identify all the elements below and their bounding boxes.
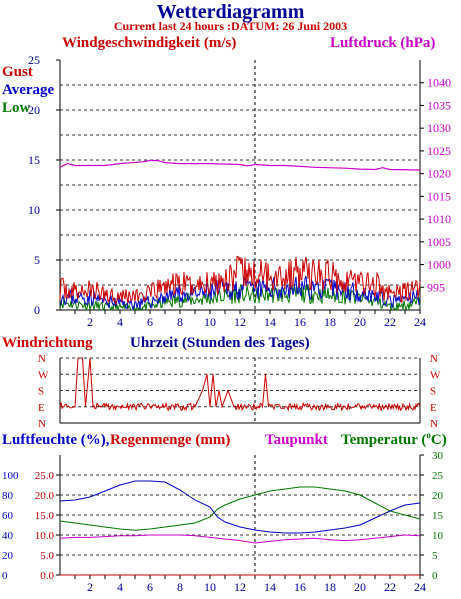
pressure-y-tick-label: 1005: [427, 235, 451, 249]
temperature-y-tick-label: 15: [432, 510, 444, 522]
wind-speed-panel-x-tick-label: 18: [324, 315, 336, 329]
wind-direction-y-label-right: N: [430, 418, 438, 430]
humidity-label: Luftfeuchte (%),: [2, 432, 110, 448]
humidity-y-tick-label: 20: [2, 550, 14, 562]
humidity-y-tick-label: 80: [2, 490, 14, 502]
climate-panel-x-tick-label: 8: [177, 580, 183, 594]
rain-y-tick-label: 0.0: [40, 570, 54, 582]
wind-speed-panel-x-tick-label: 10: [204, 315, 216, 329]
climate-panel-x-tick-label: 18: [324, 580, 336, 594]
pressure-series: [59, 159, 421, 171]
temperature-unit: C): [430, 432, 447, 448]
pressure-y-tick-label: 1035: [427, 98, 451, 112]
pressure-y-tick-label: 1040: [427, 76, 451, 90]
pressure-y-tick-label: 1010: [427, 212, 451, 226]
wind-direction-label: Windrichtung: [2, 335, 93, 351]
climate-panel-x-tick-label: 24: [414, 580, 426, 594]
temperature-label: Temperatur (oC): [341, 430, 447, 449]
wind-speed-panel-x-tick-label: 24: [414, 315, 426, 329]
wind-low-series: [59, 283, 421, 312]
wind-speed-y-tick-label: 0: [34, 303, 40, 317]
legend-average: Average: [2, 82, 55, 98]
wind-direction-y-label: E: [38, 402, 45, 414]
climate-panel-x-tick-label: 6: [147, 580, 153, 594]
page-title: Wetterdiagramm: [156, 1, 305, 23]
climate-panel-x-tick-label: 10: [204, 580, 216, 594]
wind-speed-label: Windgeschwindigkeit (m/s): [62, 35, 237, 51]
temperature-y-tick-label: 25: [432, 470, 444, 482]
page-subtitle: Current last 24 hours :DATUM: 26 Juni 20…: [113, 19, 348, 33]
wind-speed-y-tick-label: 25: [28, 53, 40, 67]
pressure-y-tick-label: 1015: [427, 189, 451, 203]
pressure-y-tick-label: 1030: [427, 121, 451, 135]
climate-panel-x-tick-label: 2: [87, 580, 93, 594]
pressure-y-tick-label: 1000: [427, 258, 451, 272]
pressure-label: Luftdruck (hPa): [330, 35, 436, 51]
climate-panel-x-tick-label: 20: [354, 580, 366, 594]
rain-y-tick-label: 25.0: [35, 470, 55, 482]
humidity-y-tick-label: 60: [2, 510, 14, 522]
temperature-label-text: Temperatur (: [341, 432, 427, 448]
wind-speed-panel-x-tick-label: 20: [354, 315, 366, 329]
rain-y-tick-label: 15.0: [35, 510, 55, 522]
dewpoint-series: [59, 534, 421, 544]
wind-direction-series: [59, 357, 421, 412]
wind-direction-y-label-right: N: [430, 353, 438, 365]
wind-direction-y-label: S: [38, 386, 44, 398]
temperature-y-tick-label: 20: [432, 490, 444, 502]
climate-panel-x-tick-label: 4: [117, 580, 123, 594]
temperature-y-tick-label: 10: [432, 530, 444, 542]
wind-speed-panel-frame: [59, 60, 421, 311]
wind-direction-y-label: N: [38, 353, 46, 365]
rain-y-tick-label: 20.0: [35, 490, 55, 502]
legend-low: Low: [2, 100, 31, 116]
rain-y-tick-label: 10.0: [35, 530, 55, 542]
wind-speed-y-tick-label: 10: [28, 203, 40, 217]
climate-panel-x-tick-label: 16: [294, 580, 306, 594]
wind-direction-y-label-right: E: [430, 402, 437, 414]
humidity-y-tick-label: 0: [2, 570, 8, 582]
rain-y-tick-label: 5.0: [40, 550, 54, 562]
legend-gust: Gust: [2, 64, 33, 80]
climate-panel-x-tick-label: 22: [384, 580, 396, 594]
wind-direction-y-label-right: S: [430, 386, 436, 398]
wind-speed-panel-x-tick-label: 6: [147, 315, 153, 329]
wind-speed-panel-x-tick-label: 8: [177, 315, 183, 329]
temperature-degree: o: [426, 430, 431, 440]
wind-gust-series: [59, 255, 421, 306]
climate-panel-frame: [59, 455, 421, 576]
temperature-y-tick-label: 30: [432, 450, 444, 462]
humidity-y-tick-label: 40: [2, 530, 14, 542]
wind-direction-y-label-right: W: [430, 369, 441, 381]
rain-label: Regenmenge (mm): [110, 432, 231, 448]
wind-direction-panel-frame: [59, 357, 421, 424]
wind-speed-panel-x-tick-label: 4: [117, 315, 123, 329]
wind-average-series: [59, 275, 421, 311]
climate-panel-x-tick-label: 12: [234, 580, 246, 594]
wind-speed-panel-x-tick-label: 14: [264, 315, 276, 329]
wind-direction-y-label: W: [38, 369, 49, 381]
wind-speed-panel-x-tick-label: 2: [87, 315, 93, 329]
wind-speed-y-tick-label: 15: [28, 153, 40, 167]
pressure-y-tick-label: 1020: [427, 167, 451, 181]
temperature-y-tick-label: 5: [432, 550, 438, 562]
wind-speed-panel-x-tick-label: 12: [234, 315, 246, 329]
temperature-series: [59, 486, 421, 531]
time-axis-label: Uhrzeit (Stunden des Tages): [130, 335, 310, 351]
wind-speed-panel-x-tick-label: 16: [294, 315, 306, 329]
humidity-y-tick-label: 100: [2, 470, 19, 482]
temperature-y-tick-label: 0: [432, 570, 438, 582]
wind-speed-y-tick-label: 20: [28, 103, 40, 117]
pressure-y-tick-label: 995: [427, 280, 445, 294]
wind-speed-panel-x-tick-label: 22: [384, 315, 396, 329]
dewpoint-label: Taupunkt: [265, 432, 328, 448]
climate-panel-x-tick-label: 14: [264, 580, 276, 594]
humidity-series: [59, 480, 421, 534]
pressure-y-tick-label: 1025: [427, 144, 451, 158]
wind-speed-y-tick-label: 5: [34, 253, 40, 267]
wind-direction-y-label: N: [38, 418, 46, 430]
